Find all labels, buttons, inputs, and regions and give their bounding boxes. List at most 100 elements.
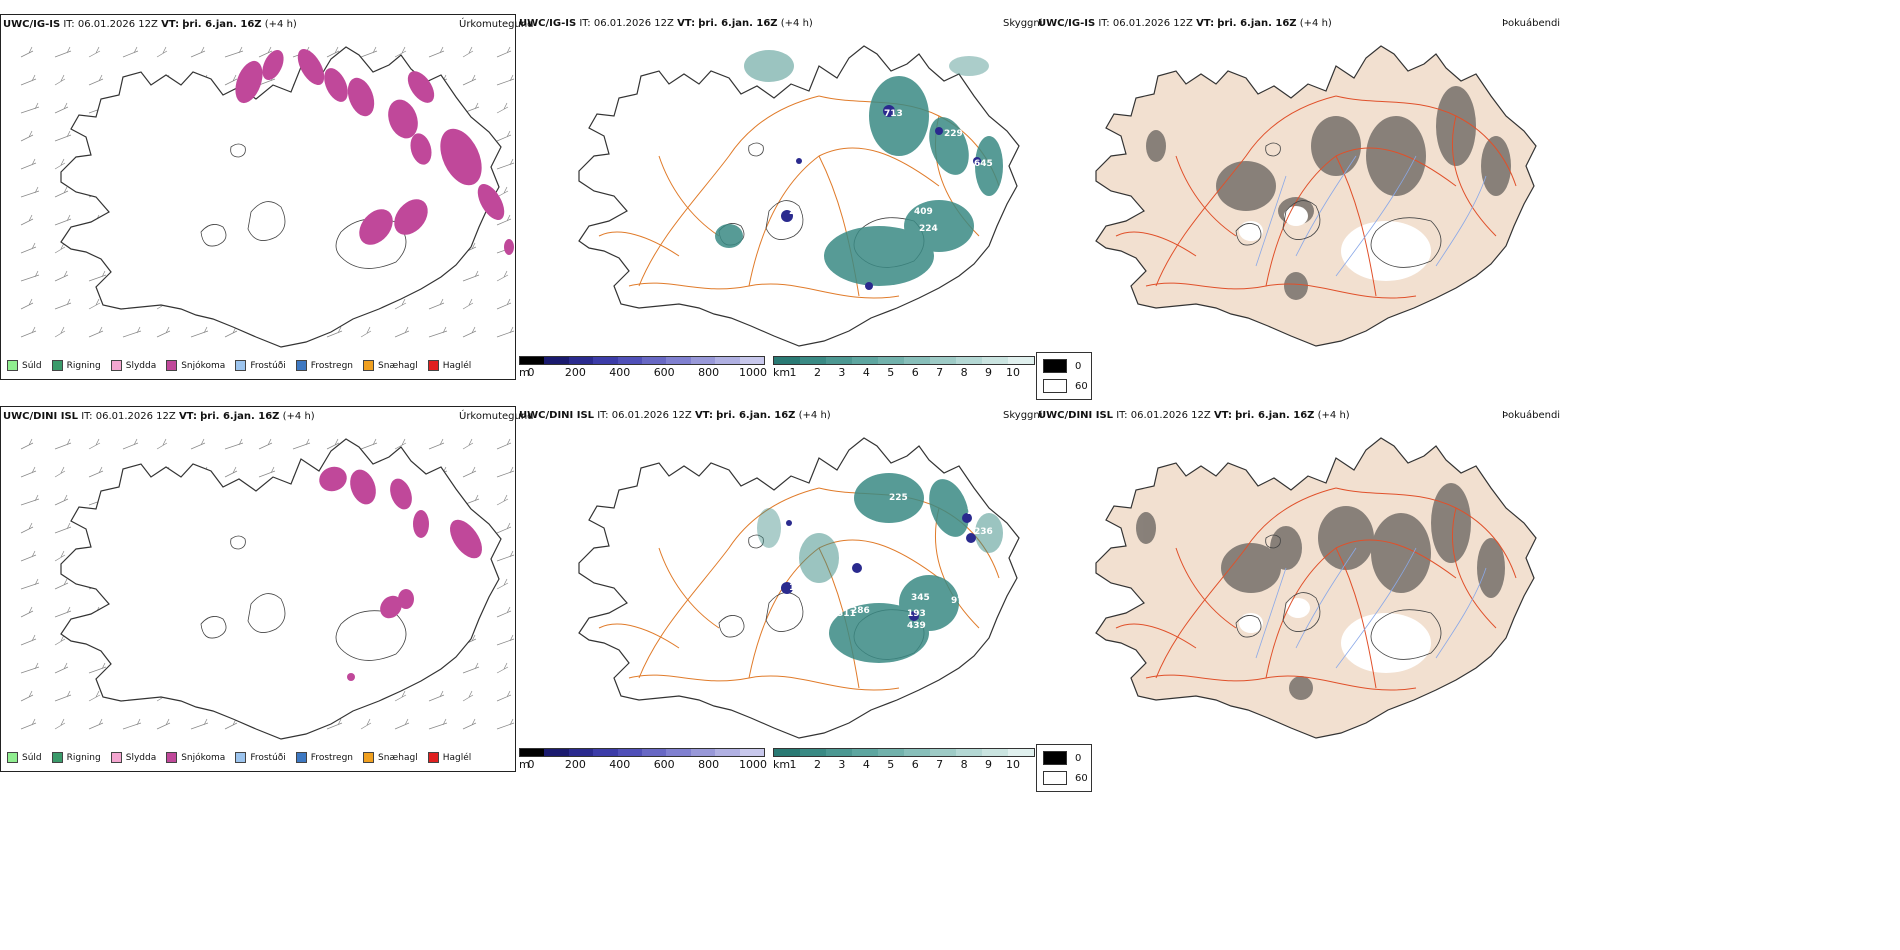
colorbar-cell xyxy=(520,749,545,756)
legend-swatch xyxy=(235,360,247,371)
fog-shading xyxy=(1136,483,1505,700)
snowfall-areas xyxy=(235,48,514,255)
legend-label: Frostregn xyxy=(310,752,354,763)
colorbar-cell xyxy=(878,357,904,364)
legend-label: Slydda xyxy=(125,360,157,371)
legend-label: Haglél xyxy=(442,360,472,371)
colorbar-unit: km xyxy=(773,758,791,771)
colorbar-tick: 5 xyxy=(887,366,895,379)
colorbar-cell xyxy=(1008,357,1034,364)
colorbar-cell xyxy=(852,357,878,364)
colorbar-cell xyxy=(930,749,956,756)
colorbar-tick: 9 xyxy=(985,758,993,771)
colorbar-cell xyxy=(715,749,740,756)
legend-swatch xyxy=(110,752,122,763)
colorbar-cell xyxy=(593,357,618,364)
cloud-base-value: 225 xyxy=(889,493,908,503)
colorbar-cell xyxy=(690,357,716,364)
colorbar-cell xyxy=(544,357,569,364)
colorbar-cell xyxy=(956,749,982,756)
legend-label: Haglél xyxy=(442,752,472,763)
colorbar-tick: 7 xyxy=(936,758,944,771)
visibility-panel-1: UWC/IG-IS IT: 06.01.2026 12Z VT: þri. 6.… xyxy=(517,14,1043,382)
fog-legend-item: 60 xyxy=(1043,771,1088,785)
colorbar-cell xyxy=(904,357,930,364)
colorbar-cell xyxy=(617,357,643,364)
colorbar-tick: 2 xyxy=(813,758,821,771)
colorbar-tick: 6 xyxy=(911,366,919,379)
precip-type-panel-2: UWC/DINI ISL IT: 06.01.2026 12Z VT: þri.… xyxy=(0,406,534,772)
panel-title: Þokuábendi xyxy=(1502,18,1561,29)
colorbar-cell xyxy=(774,357,800,364)
colorbar-unit: km xyxy=(773,366,791,379)
colorbar-cell xyxy=(956,357,982,364)
glacier-clear-areas xyxy=(1239,206,1431,281)
cloud-base-value: 286 xyxy=(851,606,870,616)
colorbar-tick: 1 xyxy=(789,366,797,379)
colorbar-cell xyxy=(568,749,594,756)
snowfall-areas xyxy=(319,466,482,681)
legend-item: Frostregn xyxy=(295,360,354,371)
panel-header: UWC/IG-IS IT: 06.01.2026 12Z VT: þri. 6.… xyxy=(3,19,297,30)
colorbar-tick: 3 xyxy=(838,758,846,771)
low-cloud-base-areas xyxy=(781,105,981,290)
cloud-base-value: 193 xyxy=(907,609,926,619)
fog-index-panel-2: UWC/DINI ISL IT: 06.01.2026 12Z VT: þri.… xyxy=(1036,406,1560,792)
legend-swatch xyxy=(235,752,247,763)
legend-item: Slydda xyxy=(110,360,157,371)
cloud-base-value: 645 xyxy=(974,159,993,169)
panel-title: Þokuábendi xyxy=(1502,410,1561,421)
cloud-base-value: 409 xyxy=(914,207,933,217)
colorbar-cell xyxy=(544,749,569,756)
legend-label: Snæhagl xyxy=(378,752,418,763)
fog-legend-label: 60 xyxy=(1075,772,1088,784)
precip-legend: Súld Rigning Slydda Snjókoma Frostúði Frostre… xyxy=(7,360,471,371)
legend-item: Frostregn xyxy=(295,752,354,763)
legend-label: Snæhagl xyxy=(378,360,418,371)
legend-label: Slydda xyxy=(125,752,157,763)
precip-map xyxy=(20,438,515,740)
fog-legend-swatch xyxy=(1043,751,1067,765)
legend-label: Snjókoma xyxy=(181,752,226,763)
colorbar-tick: 600 xyxy=(653,758,675,771)
panel-title: Skyggni xyxy=(1003,410,1043,421)
legend-label: Frostregn xyxy=(310,360,354,371)
colorbar-tick: 10 xyxy=(1006,758,1020,771)
precip-type-panel-1: UWC/IG-IS IT: 06.01.2026 12Z VT: þri. 6.… xyxy=(0,14,534,380)
colorbar-tick: 6 xyxy=(911,758,919,771)
cloud-base-colorbar: 0 200 400 600 800 1000 m xyxy=(519,356,767,382)
panel-header: UWC/DINI ISL IT: 06.01.2026 12Z VT: þri.… xyxy=(3,411,315,422)
visibility-colorbar: 1 2 3 4 5 6 7 8 9 10 km xyxy=(773,356,1035,382)
panel-header: UWC/IG-IS IT: 06.01.2026 12Z VT: þri. 6.… xyxy=(1038,18,1332,29)
legend-item: Snæhagl xyxy=(363,752,418,763)
colorbar-cell xyxy=(1008,749,1034,756)
cloud-base-value: 941 xyxy=(844,596,863,606)
colorbar-cell xyxy=(904,749,930,756)
colorbar-tick: 600 xyxy=(653,366,675,379)
colorbar-cell xyxy=(739,357,765,364)
colorbar-cell xyxy=(666,749,691,756)
colorbar-tick: 200 xyxy=(564,758,586,771)
fog-legend-swatch xyxy=(1043,379,1067,393)
colorbar-cell xyxy=(826,357,852,364)
legend-item: Frostúði xyxy=(235,752,286,763)
legend-swatch xyxy=(166,752,178,763)
colorbar-cell xyxy=(930,357,956,364)
colorbar-unit: m xyxy=(519,366,530,379)
panel-title: Skyggni xyxy=(1003,18,1043,29)
colorbar-tick: 0 xyxy=(527,758,535,771)
legend-item: Haglél xyxy=(427,752,472,763)
cloud-base-value: 219 xyxy=(789,207,808,217)
panel-header: UWC/DINI ISL IT: 06.01.2026 12Z VT: þri.… xyxy=(519,410,831,421)
cloud-base-value: 975 xyxy=(951,596,970,606)
cloud-base-value: 229 xyxy=(944,129,963,139)
visibility-map: 713 229 645 219 409 224 xyxy=(578,45,1020,347)
legend-item: Slydda xyxy=(110,752,157,763)
cloud-base-value: 236 xyxy=(974,527,993,537)
cloud-base-value: 261 xyxy=(967,507,986,517)
colorbar-cell xyxy=(982,749,1008,756)
colorbar-tick: 200 xyxy=(564,366,586,379)
legend-item: Rigning xyxy=(51,752,101,763)
colorbar-cell xyxy=(593,749,618,756)
